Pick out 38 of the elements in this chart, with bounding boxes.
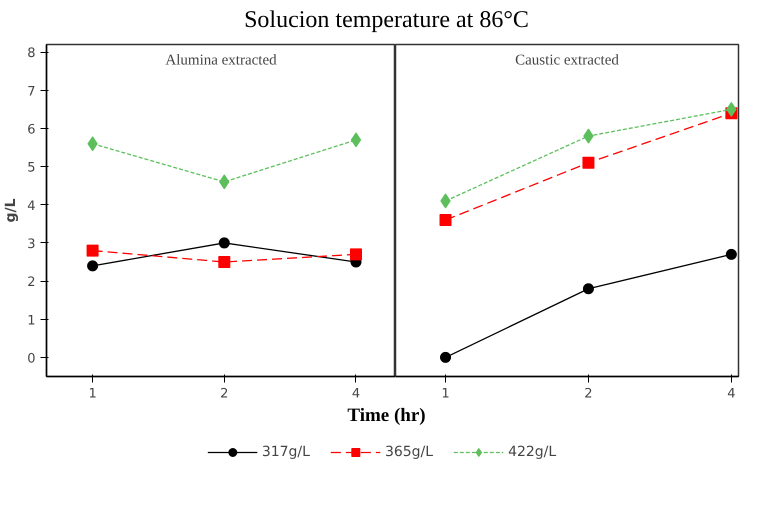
y-tick-label: 4 [27,198,36,214]
point [726,248,737,260]
point [218,256,230,268]
annotation: Caustic extracted [515,52,620,68]
point [440,352,452,363]
legend-label: 365g/L [384,444,434,460]
legend-label: 422g/L [508,444,556,460]
x-tick-label: 4 [352,386,360,402]
x-tick-label: 2 [584,386,593,402]
point [87,136,98,152]
point [350,132,362,148]
point [582,283,594,294]
y-axis-title: g/L [3,198,20,223]
point [583,128,594,144]
y-tick-label: 3 [27,236,36,252]
y-tick-label: 5 [27,160,36,176]
point [87,260,98,272]
point [726,102,737,117]
y-tick-label: 2 [27,275,36,290]
x-tick-label: 4 [727,386,736,402]
x-tick-label: 1 [441,386,450,402]
x-axis-title: Time (hr) [347,405,426,427]
point [218,237,230,248]
y-tick-label: 7 [27,84,36,100]
chart-title: Solucion temperature at 86°C [244,6,529,35]
x-tick-label: 1 [88,386,97,402]
y-tick-label: 1 [27,313,36,328]
point [440,214,452,226]
x-tick-label: 2 [220,386,228,402]
point [582,156,594,169]
y-tick-label: 8 [27,46,36,62]
y-tick-label: 0 [27,351,36,366]
point [86,244,99,257]
legend-label: 317g/L [262,444,310,460]
annotation: Alumina extracted [165,52,278,68]
y-tick-label: 6 [27,122,36,138]
point [440,193,451,208]
point [350,248,362,260]
